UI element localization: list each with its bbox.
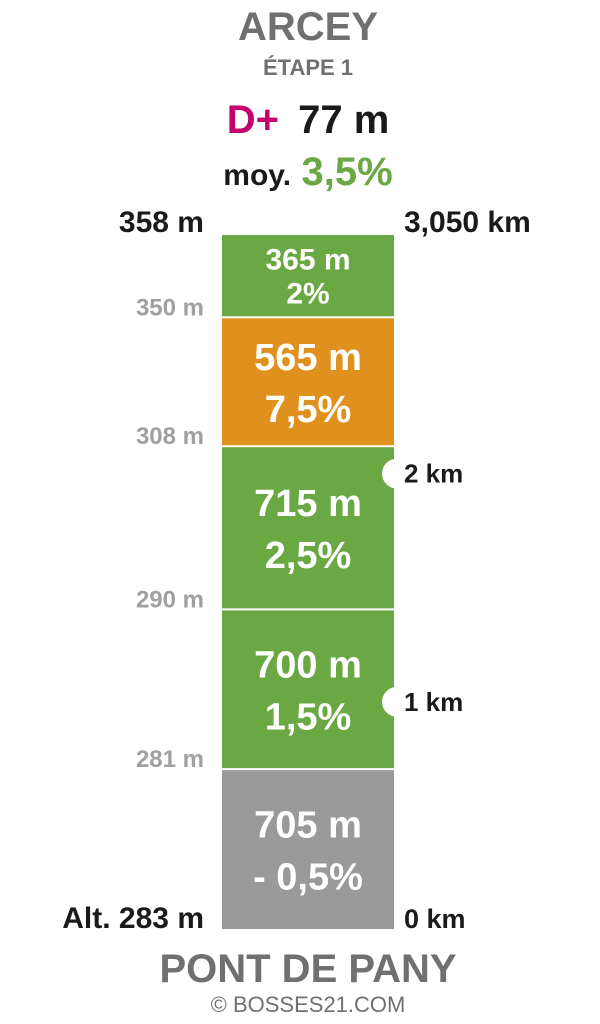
segment-length-label: 365 m — [265, 244, 350, 277]
altitude-tick-label: 350 m — [136, 294, 204, 321]
km-marker-notch — [382, 686, 412, 717]
segment-grade-label: 2% — [286, 278, 329, 311]
segment-grade-label: 1,5% — [265, 696, 352, 738]
altitude-tick-label: 290 m — [136, 586, 204, 613]
segment-grade-label: 7,5% — [265, 389, 352, 431]
elevation-gain: D+ 77 m — [227, 98, 390, 142]
dplus-value: 77 m — [298, 98, 389, 142]
segment-length-label: 565 m — [254, 337, 362, 379]
start-distance-label: 0 km — [404, 904, 466, 934]
top-distance-label: 3,050 km — [404, 206, 531, 239]
km-marker-label: 1 km — [404, 687, 463, 717]
segment-length-label: 715 m — [254, 483, 362, 525]
average-grade: moy. 3,5% — [223, 150, 392, 194]
start-altitude-label: Alt. 283 m — [62, 902, 204, 935]
avg-label: moy. — [223, 159, 291, 192]
km-marker-notch — [382, 458, 412, 489]
dplus-label: D+ — [227, 98, 279, 142]
segment-bar-1 — [222, 770, 394, 929]
segment-bar-4 — [222, 318, 394, 446]
origin-title: PONT DE PANY — [159, 947, 456, 991]
segment-bar-5 — [222, 235, 394, 317]
km-marker-label: 2 km — [404, 459, 463, 489]
altitude-tick-label: 281 m — [136, 746, 204, 773]
stage-label: ÉTAPE 1 — [263, 55, 353, 80]
segment-bar-2 — [222, 610, 394, 769]
top-altitude-label: 358 m — [119, 206, 204, 239]
segment-grade-label: - 0,5% — [253, 857, 363, 899]
destination-title: ARCEY — [238, 5, 378, 49]
avg-value: 3,5% — [302, 150, 393, 194]
segment-bar-3 — [222, 447, 394, 609]
altitude-tick-label: 308 m — [136, 423, 204, 450]
segment-grade-label: 2,5% — [265, 535, 352, 577]
segment-length-label: 705 m — [254, 805, 362, 847]
credit-text: © BOSSES21.COM — [211, 992, 406, 1017]
segment-length-label: 700 m — [254, 644, 362, 686]
